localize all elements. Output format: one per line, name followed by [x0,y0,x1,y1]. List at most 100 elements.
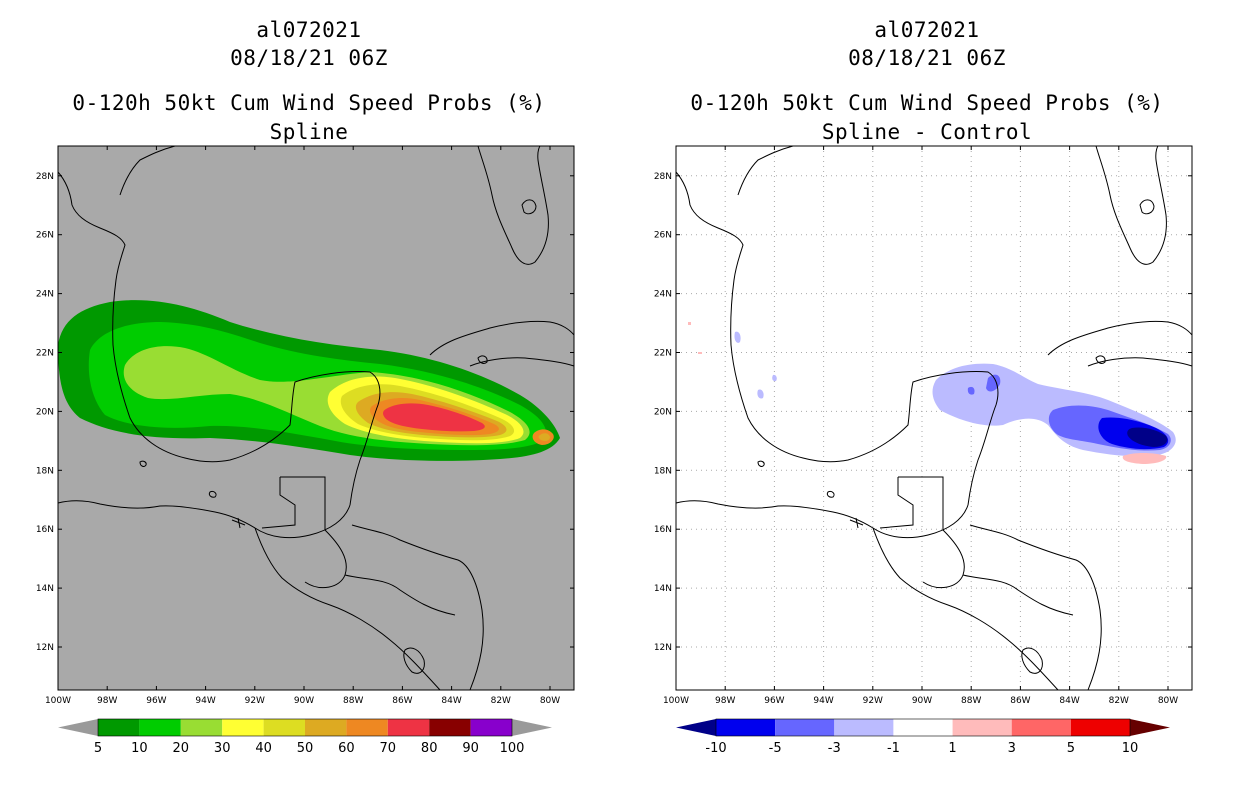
diff-neg3-small [967,374,1001,395]
lake-okeechobee [521,199,537,215]
lat-label: 14N [654,584,672,594]
colorbar-label: 5 [1067,741,1075,756]
right-axis-ticks: 100W 98W 96W 94W 92W 90W 88W 86W 84W 82W 80W 12N 14N… [654,146,1192,706]
colorbar-label: 10 [1122,741,1139,756]
colorbar-label: 80 [421,741,438,756]
left-map: 100W 98W 96W 94W 92W 90W 88W 86W 84W 82W 80W 12N 14N… [36,145,575,756]
lon-label: 96W [764,696,784,706]
left-datetime: 08/18/21 06Z [230,46,388,70]
lat-label: 24N [654,290,672,300]
right-datetime: 08/18/21 06Z [848,46,1006,70]
colorbar-label: 3 [1008,741,1016,756]
lake-okeechobee [1139,199,1155,215]
guatemala-border [879,476,944,530]
lon-label: 84W [441,696,461,706]
lon-label: 90W [294,696,314,706]
lon-label: 82W [1109,696,1129,706]
lat-label: 24N [36,290,54,300]
colorbar-over-triangle [512,719,552,736]
colorbar-swatch [775,719,835,736]
lon-label: 94W [813,696,833,706]
colorbar-swatch [305,719,347,736]
prob-tip-inner [538,433,550,441]
lat-label: 12N [36,643,54,653]
left-coastlines [57,145,575,691]
colorbar-over-triangle [1130,719,1170,736]
lon-label: 100W [663,696,689,706]
colorbar-label: 10 [131,741,148,756]
diff-neg1-small [734,331,777,399]
lon-label: 80W [1158,696,1178,706]
lon-label: 100W [45,696,71,706]
right-colorbar: -10 -5 -3 -1 1 3 5 10 [676,718,1170,756]
lat-label: 20N [654,407,672,417]
lat-label: 16N [654,525,672,535]
colorbar-outline [97,718,513,737]
lat-label: 26N [36,231,54,241]
right-difference-field [688,322,1176,464]
diff-neg10-region [1127,427,1168,447]
colorbar-label: 100 [500,741,525,756]
lon-label: 84W [1059,696,1079,706]
left-probability-field [58,300,560,461]
lon-label: 86W [392,696,412,706]
lake-nicaragua [403,647,425,674]
left-product-title: 0-120h 50kt Cum Wind Speed Probs (%) [72,91,546,115]
lon-label: 98W [715,696,735,706]
cuba-coast [429,320,575,367]
lat-label: 22N [654,349,672,359]
lat-label: 28N [36,172,54,182]
colorbar-label: 1 [948,741,956,756]
honduras-border [304,529,456,616]
lat-label: 26N [654,231,672,241]
right-coastlines [675,145,1193,691]
lat-label: 12N [654,643,672,653]
lat-label: 18N [36,466,54,476]
isla-juventud [477,355,488,364]
isla-juventud [1095,355,1106,364]
lat-label: 14N [36,584,54,594]
colorbar-label: -10 [705,741,726,756]
right-storm-id: al072021 [874,18,980,42]
colorbar-swatch [893,719,953,736]
left-panel: al072021 08/18/21 06Z 0-120h 50kt Cum Wi… [36,18,575,756]
florida-coast [1095,145,1167,265]
right-panel: al072021 08/18/21 06Z 0-120h 50kt Cum Wi… [618,0,1236,800]
lake-nicaragua [1021,647,1043,674]
colorbar-swatch [180,719,223,736]
lon-label: 88W [343,696,363,706]
texas-louisiana-coast [737,145,794,196]
colorbar-swatch [952,719,1012,736]
colorbar-label: -1 [887,741,900,756]
colorbar-swatch [716,719,776,736]
colorbar-swatch [470,719,512,736]
central-america-coast [675,500,1102,691]
left-colorbar: 5 10 20 30 40 50 60 70 80 90 100 [58,718,552,756]
colorbar-swatch [387,719,430,736]
gulf-islands [757,460,864,529]
lon-label: 92W [863,696,883,706]
colorbar-swatch [222,719,264,736]
colorbar-swatch [1070,719,1130,736]
lat-label: 22N [36,349,54,359]
lon-label: 94W [195,696,215,706]
diff-pos1-region [1122,453,1167,464]
right-map-frame [675,145,1193,691]
colorbar-label: -3 [828,741,841,756]
honduras-border [922,529,1074,616]
lon-label: 96W [146,696,166,706]
colorbar-under-triangle [676,719,716,736]
florida-coast [477,145,549,265]
colorbar-label: 5 [94,741,102,756]
gulf-coast [57,171,381,506]
lat-label: 18N [654,466,672,476]
left-subtitle: Spline [269,120,349,144]
colorbar-swatch [429,719,471,736]
lon-label: 90W [912,696,932,706]
lon-label: 92W [245,696,265,706]
colorbar-under-triangle [58,719,98,736]
colorbar-swatch [139,719,181,736]
lon-label: 88W [961,696,981,706]
lat-label: 16N [36,525,54,535]
lat-label: 28N [654,172,672,182]
